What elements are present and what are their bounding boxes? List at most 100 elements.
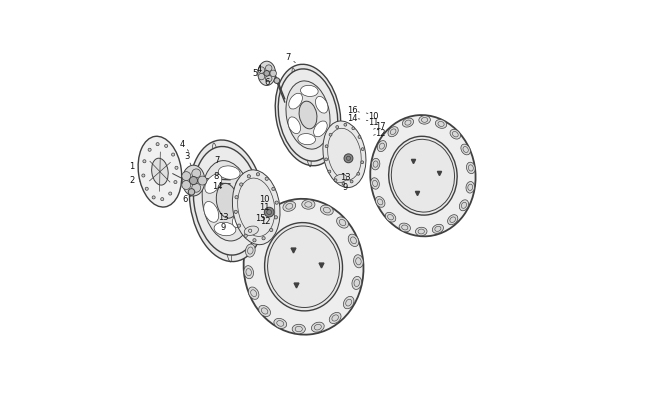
Circle shape [264, 71, 270, 77]
Text: 3: 3 [184, 151, 189, 160]
Text: 6: 6 [183, 195, 188, 204]
Text: 10: 10 [369, 111, 379, 120]
Circle shape [342, 183, 345, 186]
Text: 17: 17 [376, 122, 386, 131]
Ellipse shape [246, 244, 255, 258]
Ellipse shape [218, 166, 240, 180]
Circle shape [156, 143, 159, 146]
Circle shape [358, 136, 361, 139]
Ellipse shape [248, 287, 259, 300]
Ellipse shape [266, 211, 278, 222]
Text: 1: 1 [129, 162, 134, 171]
Circle shape [256, 173, 259, 177]
Circle shape [188, 189, 195, 196]
Circle shape [344, 154, 353, 163]
Ellipse shape [389, 137, 457, 215]
Circle shape [244, 234, 248, 238]
Ellipse shape [337, 217, 348, 228]
Ellipse shape [189, 141, 265, 262]
Ellipse shape [313, 122, 327, 137]
Ellipse shape [450, 130, 461, 140]
Ellipse shape [283, 202, 296, 212]
Ellipse shape [376, 197, 385, 208]
Circle shape [240, 183, 243, 187]
Ellipse shape [436, 120, 447, 129]
Ellipse shape [202, 161, 252, 241]
Circle shape [344, 124, 346, 127]
Ellipse shape [258, 62, 276, 86]
Circle shape [265, 178, 268, 181]
Ellipse shape [182, 166, 205, 196]
Circle shape [164, 145, 168, 148]
Ellipse shape [298, 134, 315, 145]
Ellipse shape [370, 116, 476, 237]
Circle shape [352, 128, 355, 130]
Circle shape [272, 188, 275, 191]
Circle shape [357, 173, 359, 176]
Text: 15: 15 [255, 213, 265, 222]
Circle shape [274, 216, 278, 220]
Ellipse shape [288, 117, 300, 134]
Circle shape [329, 134, 332, 137]
Ellipse shape [354, 255, 363, 268]
Text: 11: 11 [369, 118, 379, 127]
Text: 7: 7 [214, 156, 219, 164]
Circle shape [334, 179, 337, 182]
Ellipse shape [432, 225, 443, 234]
Ellipse shape [233, 171, 280, 245]
Circle shape [328, 171, 331, 173]
Text: 4: 4 [180, 139, 185, 149]
Ellipse shape [343, 297, 354, 309]
Circle shape [174, 181, 177, 184]
Text: 9: 9 [220, 222, 226, 231]
Ellipse shape [323, 122, 366, 188]
Text: 14: 14 [347, 114, 358, 123]
Circle shape [270, 229, 273, 232]
Ellipse shape [377, 141, 387, 152]
Ellipse shape [399, 224, 410, 232]
Ellipse shape [466, 182, 474, 194]
Text: 11: 11 [259, 203, 270, 212]
Ellipse shape [371, 159, 380, 171]
Text: 8: 8 [213, 172, 218, 181]
Ellipse shape [300, 86, 318, 97]
Circle shape [361, 148, 364, 151]
Circle shape [258, 74, 265, 81]
Ellipse shape [330, 313, 341, 324]
Ellipse shape [348, 234, 359, 247]
Ellipse shape [193, 147, 261, 256]
Ellipse shape [203, 202, 218, 223]
Circle shape [361, 162, 363, 164]
Text: 12: 12 [376, 129, 386, 138]
Ellipse shape [352, 277, 361, 290]
Ellipse shape [299, 102, 317, 130]
Circle shape [148, 149, 151, 152]
Ellipse shape [214, 223, 236, 236]
Circle shape [142, 175, 145, 178]
Ellipse shape [311, 322, 324, 333]
Circle shape [169, 192, 172, 196]
Text: 5: 5 [252, 69, 257, 78]
Circle shape [161, 198, 164, 201]
Circle shape [253, 239, 256, 242]
Circle shape [265, 76, 272, 83]
Text: 6: 6 [265, 78, 270, 87]
Text: 2: 2 [129, 176, 134, 185]
Circle shape [175, 167, 178, 170]
Ellipse shape [292, 324, 306, 334]
Text: 12: 12 [260, 216, 270, 225]
Ellipse shape [385, 213, 396, 222]
Ellipse shape [302, 200, 315, 210]
Ellipse shape [233, 209, 250, 228]
Circle shape [192, 169, 201, 178]
Text: 16: 16 [347, 106, 358, 115]
Circle shape [145, 188, 148, 191]
Ellipse shape [388, 127, 398, 137]
Circle shape [234, 211, 237, 214]
Circle shape [275, 202, 278, 205]
Ellipse shape [419, 116, 430, 125]
Circle shape [182, 172, 190, 181]
Ellipse shape [278, 70, 338, 162]
Circle shape [325, 145, 328, 148]
Circle shape [182, 181, 190, 190]
